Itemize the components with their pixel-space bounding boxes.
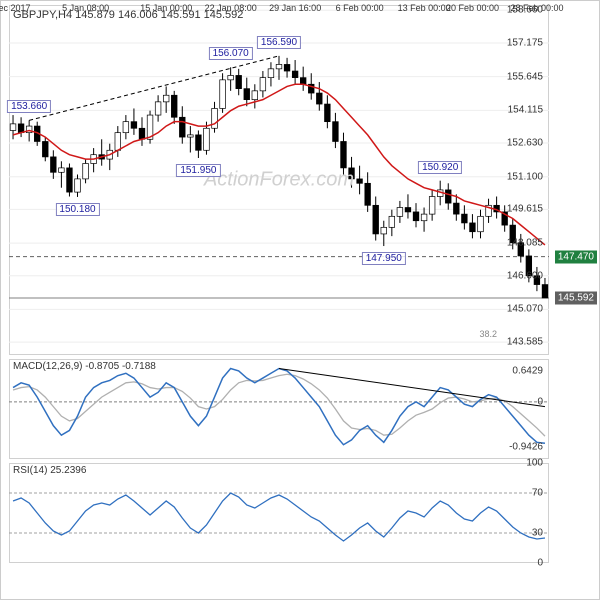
x-tick: 20 Feb 00:00 <box>446 3 499 13</box>
chart-title: GBPJPY,H4 145.879 146.006 145.591 145.59… <box>13 9 243 21</box>
price-annotation: 150.920 <box>418 161 462 174</box>
price-svg <box>9 5 549 355</box>
macd-title: MACD(12,26,9) -0.8705 -0.7188 <box>13 361 156 372</box>
price-annotation: 147.950 <box>362 252 406 265</box>
macd-panel: MACD(12,26,9) -0.8705 -0.7188 -0.9426 0 0.… <box>9 359 549 459</box>
price-yaxis: 143.585 145.070 146.600 148.085 149.615 151.1… <box>493 5 543 355</box>
macd-svg <box>9 359 549 459</box>
price-ytick: 155.645 <box>507 71 543 82</box>
price-ytick: 154.115 <box>508 105 543 116</box>
price-panel: GBPJPY,H4 145.879 146.006 145.591 145.59… <box>9 5 549 355</box>
fib-label: 38.2 <box>479 329 497 339</box>
x-tick: 28 Feb 00:00 <box>510 3 563 13</box>
x-tick: 29 Jan 16:00 <box>269 3 321 13</box>
rsi-svg <box>9 463 549 563</box>
rsi-panel: RSI(14) 25.2396 03070100 <box>9 463 549 563</box>
rsi-ytick: 0 <box>537 558 543 569</box>
price-ytick: 151.100 <box>507 171 543 182</box>
macd-yaxis: -0.9426 0 0.6429 <box>493 359 543 459</box>
rsi-ytick: 30 <box>532 528 543 539</box>
x-tick: 13 Feb 00:00 <box>398 3 451 13</box>
price-ytick: 149.615 <box>507 204 543 215</box>
price-ytick: 157.175 <box>507 37 543 48</box>
price-marker: 147.470 <box>555 250 597 263</box>
price-marker: 145.592 <box>555 291 597 304</box>
rsi-ytick: 100 <box>526 458 543 469</box>
price-ytick: 145.070 <box>507 304 543 315</box>
chart-container: GBPJPY,H4 145.879 146.006 145.591 145.59… <box>0 0 600 600</box>
price-ytick: 148.085 <box>507 238 543 249</box>
macd-ytick: 0.6429 <box>512 366 543 377</box>
rsi-ytick: 70 <box>532 488 543 499</box>
price-ytick: 152.630 <box>507 138 543 149</box>
macd-ytick: -0.9426 <box>509 441 543 452</box>
price-annotation: 156.590 <box>257 36 301 49</box>
price-ytick: 143.585 <box>507 337 543 348</box>
price-annotation: 151.950 <box>176 164 220 177</box>
price-annotation: 153.660 <box>7 100 51 113</box>
x-tick: 6 Feb 00:00 <box>336 3 384 13</box>
price-annotation: 156.070 <box>209 47 253 60</box>
rsi-yaxis: 03070100 <box>493 463 543 563</box>
price-ytick: 146.600 <box>507 270 543 281</box>
macd-ytick: 0 <box>537 396 543 407</box>
price-annotation: 150.180 <box>55 203 99 216</box>
rsi-title: RSI(14) 25.2396 <box>13 465 86 476</box>
